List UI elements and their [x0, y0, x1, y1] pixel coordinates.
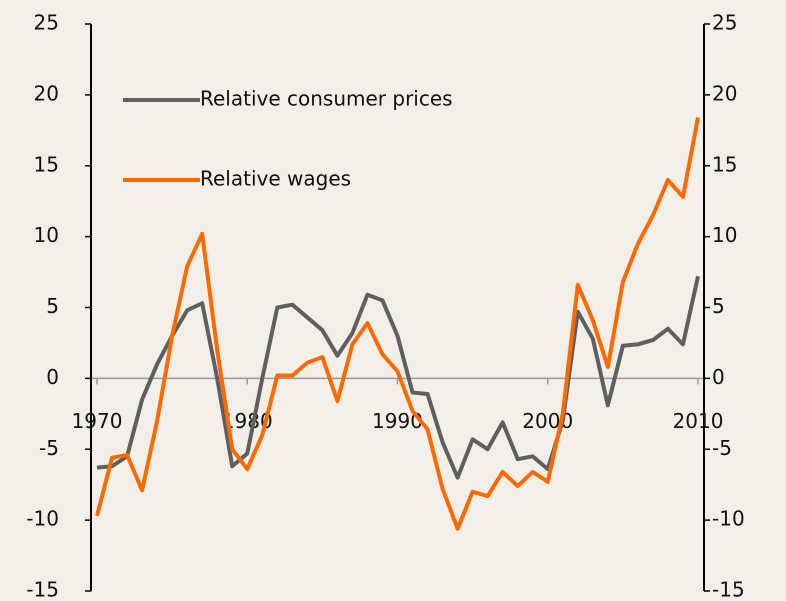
- y-tick-label: -15: [26, 578, 59, 601]
- y-tick-label: -5: [39, 436, 59, 460]
- legend-label: Relative consumer prices: [200, 87, 453, 111]
- y-tick-label: 10: [34, 223, 59, 247]
- y-tick-label: 25: [34, 11, 59, 35]
- y2-tick-label: 15: [712, 152, 737, 176]
- y-tick-label: 5: [46, 294, 59, 318]
- y2-tick-label: -5: [712, 436, 732, 460]
- y2-tick-label: 5: [712, 294, 725, 318]
- y2-tick-label: 10: [712, 223, 737, 247]
- legend-label: Relative wages: [200, 167, 351, 191]
- x-tick-label: 2010: [673, 409, 724, 433]
- x-tick-label: 1970: [72, 409, 123, 433]
- y2-tick-label: -15: [712, 578, 745, 601]
- y2-tick-label: 25: [712, 11, 737, 35]
- series-line: [95, 117, 700, 531]
- y-tick-label: 15: [34, 152, 59, 176]
- y-tick-label: -10: [26, 507, 59, 531]
- series-line: [96, 275, 700, 480]
- y2-tick-label: 0: [712, 365, 725, 389]
- y2-tick-label: 20: [712, 81, 737, 105]
- y-tick-label: 20: [34, 81, 59, 105]
- y2-tick-label: -10: [712, 507, 745, 531]
- y-tick-label: 0: [46, 365, 59, 389]
